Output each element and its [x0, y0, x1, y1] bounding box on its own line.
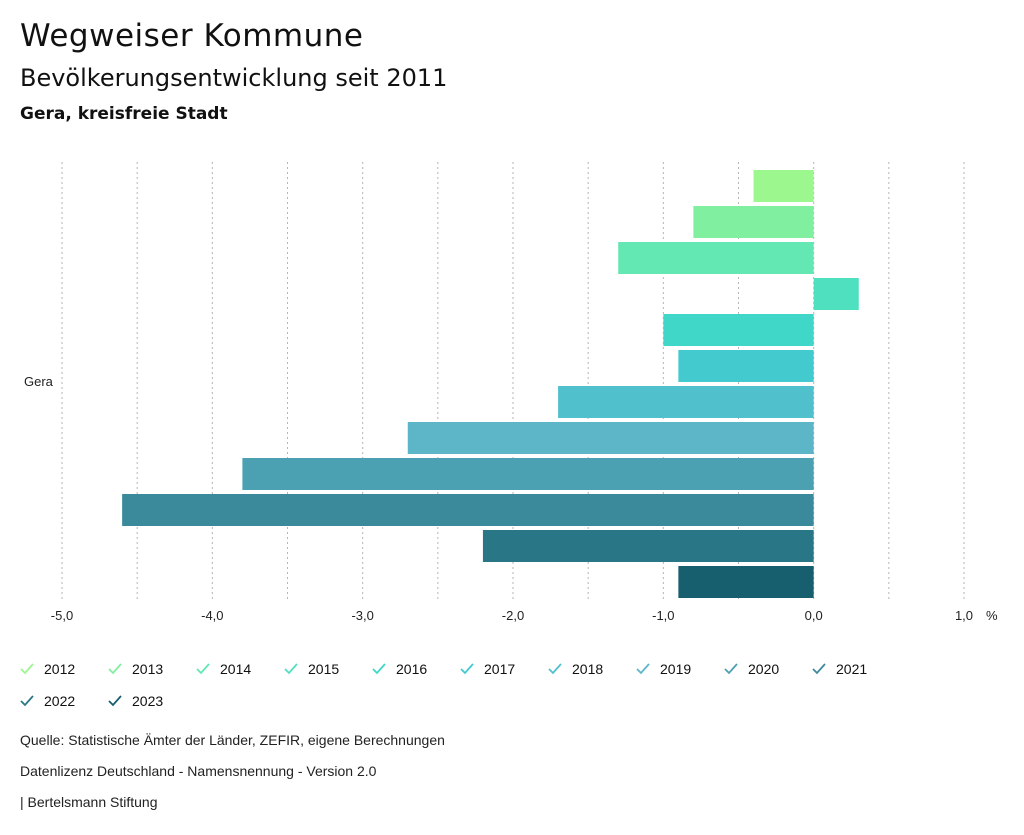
check-icon: [460, 663, 474, 675]
bar-2022: [482, 530, 814, 562]
legend-item-2019[interactable]: 2019: [636, 656, 691, 682]
chart-subtitle: Bevölkerungsentwicklung seit 2011: [20, 64, 448, 92]
x-tick-label: 0,0: [805, 608, 823, 623]
legend-item-2015[interactable]: 2015: [284, 656, 339, 682]
bar-2012: [753, 170, 814, 202]
category-label: Gera: [24, 374, 54, 389]
legend-item-2016[interactable]: 2016: [372, 656, 427, 682]
check-icon: [20, 695, 34, 707]
legend-item-2017[interactable]: 2017: [460, 656, 515, 682]
x-tick-label: -3,0: [351, 608, 373, 623]
check-icon: [812, 663, 826, 675]
bar-2021: [122, 494, 814, 526]
check-icon: [372, 663, 386, 675]
legend-item-2014[interactable]: 2014: [196, 656, 251, 682]
check-icon: [548, 663, 562, 675]
bar-2016: [663, 314, 814, 346]
region-title: Gera, kreisfreie Stadt: [20, 104, 228, 124]
legend-label: 2017: [484, 661, 516, 677]
check-icon: [636, 663, 650, 675]
legend-label: 2012: [44, 661, 76, 677]
x-tick-label: -1,0: [652, 608, 674, 623]
bar-2019: [407, 422, 814, 454]
page-title: Wegweiser Kommune: [20, 18, 364, 54]
legend-item-2023[interactable]: 2023: [108, 688, 163, 714]
x-tick-label: -4,0: [201, 608, 223, 623]
source-note: Quelle: Statistische Ämter der Länder, Z…: [20, 732, 445, 748]
legend-label: 2020: [748, 661, 780, 677]
check-icon: [20, 663, 34, 675]
legend-item-2013[interactable]: 2013: [108, 656, 163, 682]
bar-2014: [618, 242, 814, 274]
bar-2018: [558, 386, 814, 418]
publisher-note: | Bertelsmann Stiftung: [20, 794, 158, 810]
legend-label: 2013: [132, 661, 164, 677]
legend-label: 2023: [132, 693, 164, 709]
x-tick-label: -5,0: [51, 608, 73, 623]
legend-label: 2021: [836, 661, 868, 677]
legend-label: 2016: [396, 661, 428, 677]
legend-label: 2015: [308, 661, 340, 677]
legend-item-2022[interactable]: 2022: [20, 688, 75, 714]
check-icon: [724, 663, 738, 675]
bar-chart: -5,0 -4,0 -3,0 -2,0 -1,0 0,0 1,0 % Gera: [24, 162, 998, 623]
check-icon: [284, 663, 298, 675]
legend-label: 2022: [44, 693, 76, 709]
check-icon: [196, 663, 210, 675]
legend-label: 2018: [572, 661, 604, 677]
bar-2020: [242, 458, 814, 490]
x-tick-label: 1,0: [955, 608, 973, 623]
bar-2015: [813, 278, 859, 310]
check-icon: [108, 663, 122, 675]
bar-2023: [678, 566, 814, 598]
check-icon: [108, 695, 122, 707]
license-note: Datenlizenz Deutschland - Namensnennung …: [20, 763, 377, 779]
legend-item-2018[interactable]: 2018: [548, 656, 603, 682]
x-axis-unit: %: [986, 608, 998, 623]
legend-item-2012[interactable]: 2012: [20, 656, 75, 682]
bar-2017: [678, 350, 814, 382]
legend-item-2020[interactable]: 2020: [724, 656, 779, 682]
legend-label: 2014: [220, 661, 252, 677]
bar-2013: [693, 206, 814, 238]
legend-item-2021[interactable]: 2021: [812, 656, 867, 682]
x-tick-label: -2,0: [502, 608, 524, 623]
legend-label: 2019: [660, 661, 692, 677]
